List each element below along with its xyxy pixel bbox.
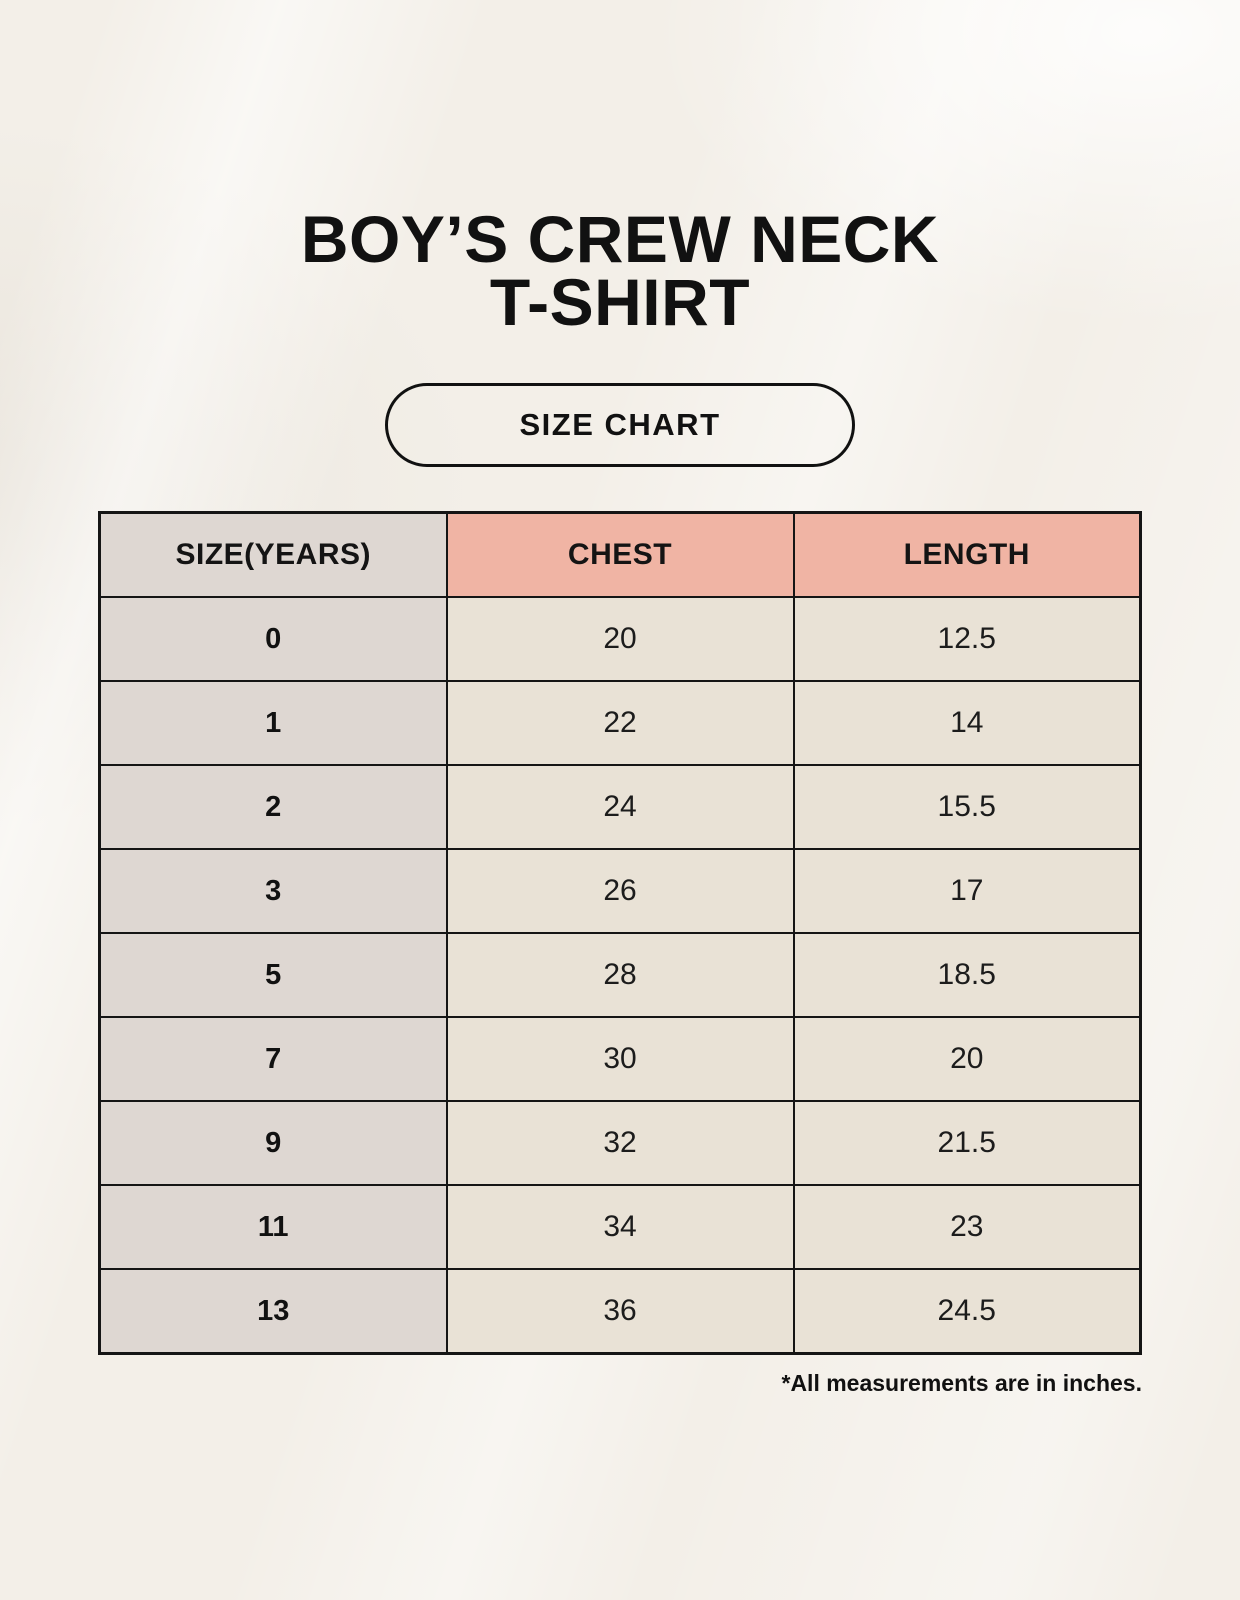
length-cell: 20 — [792, 1016, 1142, 1103]
page-title: BOY’S CREW NECK T-SHIRT — [0, 0, 1240, 339]
chest-cell: 24 — [445, 764, 795, 851]
table-row: 3 26 17 — [98, 848, 1142, 935]
size-cell: 2 — [98, 764, 448, 851]
chest-cell: 22 — [445, 680, 795, 767]
chest-cell: 28 — [445, 932, 795, 1019]
table-row: 7 30 20 — [98, 1016, 1142, 1103]
size-cell: 11 — [98, 1184, 448, 1271]
chest-cell: 32 — [445, 1100, 795, 1187]
table-row: 0 20 12.5 — [98, 596, 1142, 683]
size-cell: 13 — [98, 1268, 448, 1355]
length-cell: 18.5 — [792, 932, 1142, 1019]
measurements-footnote: *All measurements are in inches. — [781, 1370, 1143, 1397]
table-header: SIZE(YEARS) CHEST LENGTH — [98, 511, 1142, 599]
size-cell: 5 — [98, 932, 448, 1019]
length-cell: 12.5 — [792, 596, 1142, 683]
length-cell: 17 — [792, 848, 1142, 935]
chest-cell: 20 — [445, 596, 795, 683]
table-row: 11 34 23 — [98, 1184, 1142, 1271]
size-cell: 1 — [98, 680, 448, 767]
table-row: 2 24 15.5 — [98, 764, 1142, 851]
length-cell: 14 — [792, 680, 1142, 767]
page-title-line-2: T-SHIRT — [489, 264, 751, 339]
size-cell: 0 — [98, 596, 448, 683]
column-header-size-years: SIZE(YEARS) — [98, 511, 448, 599]
table-row: 13 36 24.5 — [98, 1268, 1142, 1355]
table-row: 5 28 18.5 — [98, 932, 1142, 1019]
size-cell: 3 — [98, 848, 448, 935]
size-cell: 9 — [98, 1100, 448, 1187]
table-body: 0 20 12.5 1 22 14 2 24 15.5 3 26 17 5 28 18.5 7 30 20 9 32 2… — [98, 596, 1142, 1355]
chest-cell: 30 — [445, 1016, 795, 1103]
chest-cell: 34 — [445, 1184, 795, 1271]
length-cell: 21.5 — [792, 1100, 1142, 1187]
size-chart-table: SIZE(YEARS) CHEST LENGTH 0 20 12.5 1 22 14 2 24… — [98, 511, 1142, 1356]
length-cell: 24.5 — [792, 1268, 1142, 1355]
column-header-length: LENGTH — [792, 511, 1142, 599]
table-row: 9 32 21.5 — [98, 1100, 1142, 1187]
length-cell: 15.5 — [792, 764, 1142, 851]
chest-cell: 36 — [445, 1268, 795, 1355]
header-row: SIZE(YEARS) CHEST LENGTH — [98, 511, 1142, 599]
page-title-line-1: BOY’S CREW NECK — [300, 202, 940, 276]
chest-cell: 26 — [445, 848, 795, 935]
length-cell: 23 — [792, 1184, 1142, 1271]
size-chart-badge: SIZE CHART — [385, 383, 855, 468]
badge-row: SIZE CHART — [0, 383, 1240, 468]
size-chart-badge-label: SIZE CHART — [519, 407, 721, 443]
column-header-chest: CHEST — [445, 511, 795, 599]
size-cell: 7 — [98, 1016, 448, 1103]
table-row: 1 22 14 — [98, 680, 1142, 767]
